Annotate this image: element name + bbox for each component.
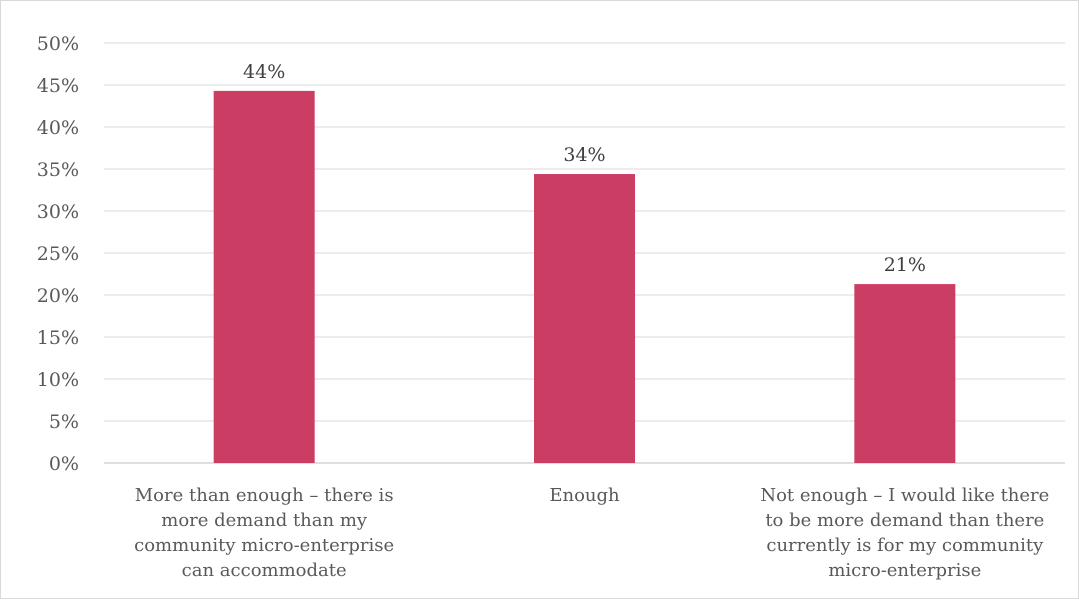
- x-tick-label: more demand than my: [161, 510, 368, 531]
- data-label: 44%: [243, 61, 285, 83]
- y-tick-label: 30%: [37, 201, 79, 223]
- x-tick-label: More than enough – there is: [135, 485, 394, 506]
- x-tick-label: Enough: [549, 485, 620, 506]
- data-label: 34%: [563, 144, 605, 166]
- y-tick-label: 0%: [49, 453, 79, 475]
- bar: [534, 174, 635, 464]
- x-tick-label: micro-enterprise: [828, 560, 981, 581]
- bar: [854, 284, 956, 463]
- y-tick-label: 20%: [37, 285, 79, 307]
- y-tick-label: 35%: [37, 159, 79, 181]
- y-tick-label: 25%: [37, 243, 79, 265]
- y-tick-label: 40%: [37, 117, 79, 139]
- x-tick-label: currently is for my community: [766, 535, 1044, 556]
- y-tick-label: 5%: [49, 411, 79, 433]
- y-tick-label: 50%: [37, 33, 79, 55]
- bar: [213, 90, 315, 463]
- y-tick-label: 45%: [37, 75, 79, 97]
- x-tick-label: can accommodate: [182, 560, 347, 581]
- y-tick-label: 15%: [37, 327, 79, 349]
- y-tick-label: 10%: [37, 369, 79, 391]
- x-tick-label: community micro-enterprise: [134, 535, 394, 556]
- x-tick-label: to be more demand than there: [765, 510, 1044, 531]
- x-tick-label: Not enough – I would like there: [760, 485, 1049, 506]
- data-label: 21%: [884, 254, 926, 276]
